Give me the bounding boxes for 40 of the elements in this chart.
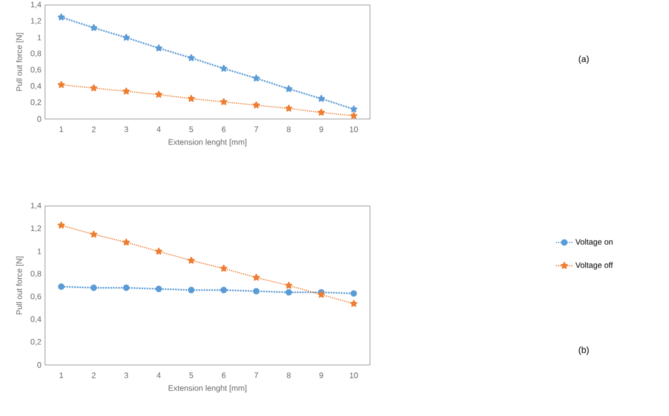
point — [122, 88, 130, 94]
point — [285, 104, 292, 112]
point — [318, 94, 325, 102]
point — [285, 85, 292, 92]
point — [90, 230, 98, 238]
point — [188, 94, 195, 102]
point — [252, 274, 260, 281]
point — [155, 248, 162, 255]
point — [156, 286, 162, 292]
point — [155, 44, 162, 52]
point — [58, 222, 65, 228]
point — [350, 105, 358, 112]
point — [90, 24, 98, 31]
point — [285, 282, 292, 289]
point — [58, 81, 65, 88]
point — [90, 84, 98, 92]
point — [220, 98, 228, 106]
point — [123, 284, 130, 292]
point — [350, 290, 357, 297]
point — [188, 286, 194, 294]
point — [350, 300, 358, 307]
point — [155, 90, 162, 98]
point — [122, 238, 130, 246]
point — [122, 34, 130, 41]
point — [220, 64, 228, 72]
point — [220, 286, 227, 294]
point — [253, 288, 260, 294]
point — [318, 108, 325, 116]
point — [58, 13, 65, 20]
text: (b) — [578, 346, 589, 355]
point — [90, 284, 97, 292]
point — [220, 264, 228, 272]
point — [252, 101, 260, 108]
point — [188, 54, 195, 62]
point — [188, 256, 195, 264]
point — [252, 74, 260, 82]
text: (a) — [578, 56, 589, 64]
point — [58, 283, 64, 290]
point — [350, 112, 358, 119]
point — [286, 289, 292, 296]
